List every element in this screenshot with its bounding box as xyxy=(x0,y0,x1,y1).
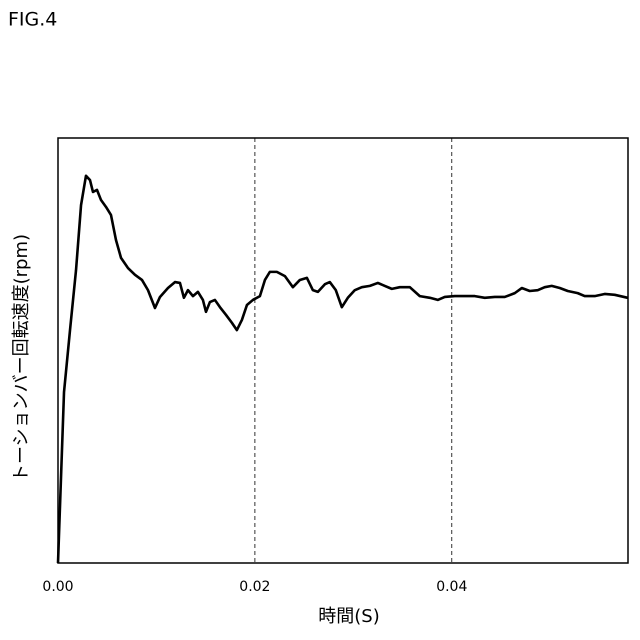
x-axis-label: 時間(S) xyxy=(318,606,379,627)
x-tick-label: 0.00 xyxy=(42,579,73,595)
data-line xyxy=(58,176,628,563)
chart: FIG.4 時間(S) トーションバー回転速度(rpm) 0.00 0.02 0.0… xyxy=(0,0,640,640)
figure-label: FIG.4 xyxy=(8,9,57,31)
x-tick-label: 0.04 xyxy=(436,579,467,595)
page: FIG.4 時間(S) トーションバー回転速度(rpm) 0.00 0.02 0.0… xyxy=(0,0,640,640)
x-tick-label: 0.02 xyxy=(239,579,270,595)
y-axis-label: トーションバー回転速度(rpm) xyxy=(11,234,32,482)
plot-frame xyxy=(58,138,628,563)
